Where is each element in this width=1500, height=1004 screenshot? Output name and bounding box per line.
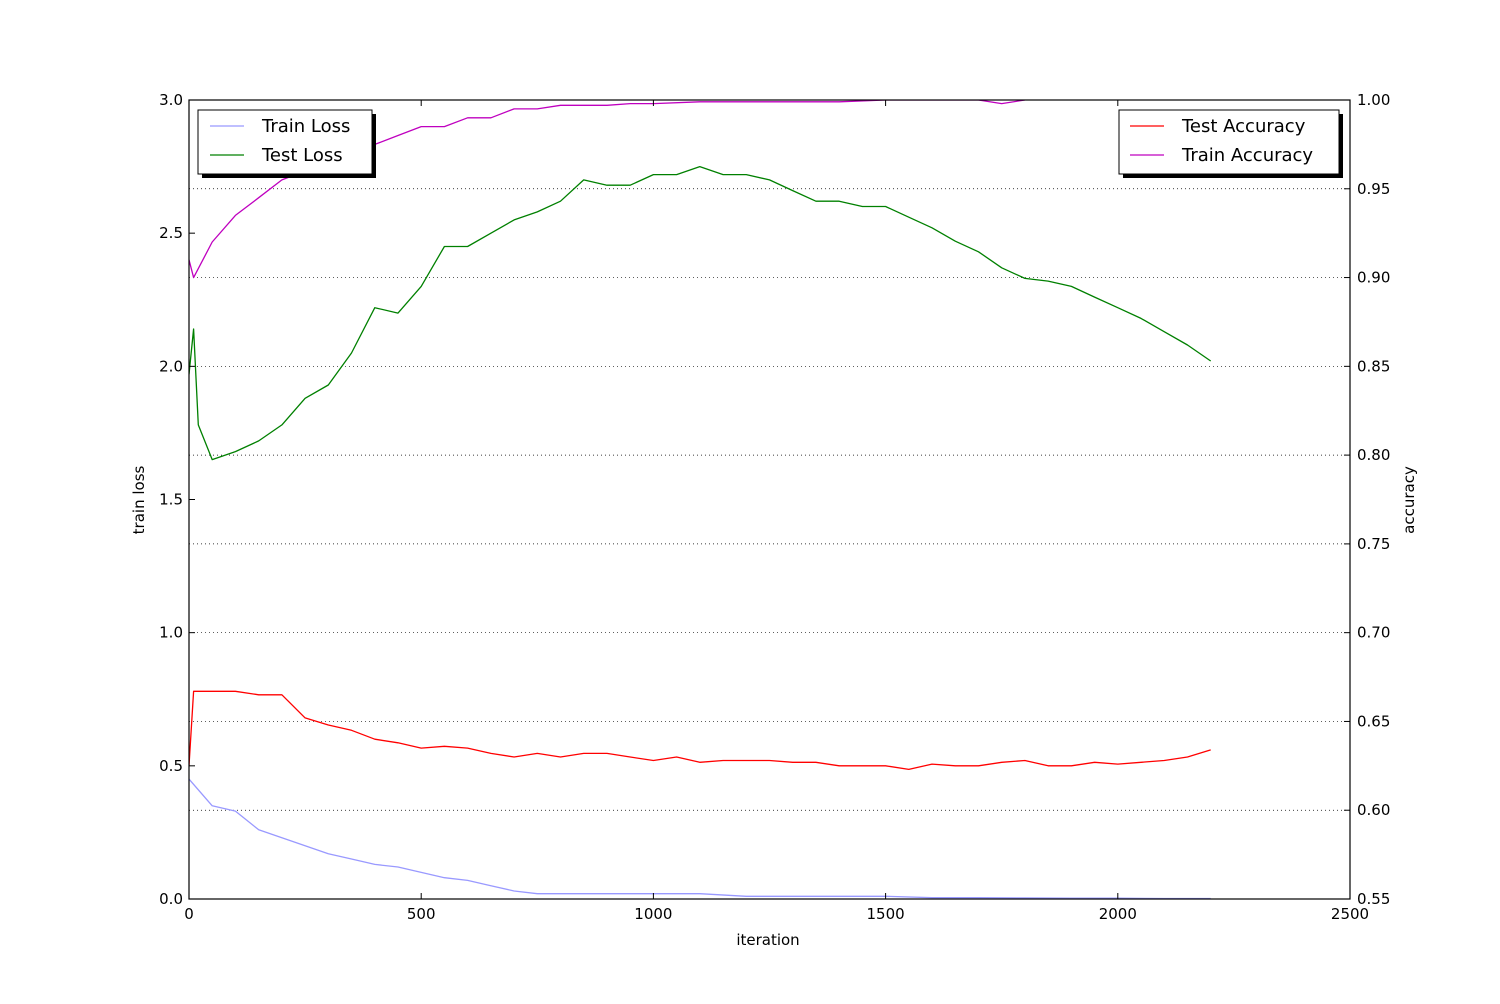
x-tick-label: 2000 [1099,905,1137,923]
x-tick-label: 1500 [867,905,905,923]
legend-train-accuracy-label: Train Accuracy [1181,145,1313,166]
y-left-tick-label: 0.5 [159,757,183,775]
y-right-tick-label: 0.65 [1357,712,1390,730]
legend-left: Train Loss Test Loss [197,109,376,178]
test-accuracy-line [189,690,1211,771]
test-loss-line [189,165,1212,461]
y-right-tick-label: 1.00 [1357,91,1390,109]
train-loss-line [189,778,1211,899]
y-right-tick-label: 0.75 [1357,535,1390,553]
y-right-tick-label: 0.60 [1357,801,1390,819]
legend-left-box [197,109,373,175]
x-tick-label: 500 [407,905,436,923]
y-left-tick-label: 1.0 [159,624,183,642]
y-left-tick-label: 1.5 [159,491,183,509]
y-right-tick-label: 0.90 [1357,269,1390,287]
y-right-tick-label: 0.55 [1357,890,1390,908]
y-right-tick-label: 0.95 [1357,180,1390,198]
x-tick-label: 0 [184,905,194,923]
legend-train-loss-label: Train Loss [261,116,350,137]
x-axis-label: iteration [736,931,799,949]
y-axis-left-label: train loss [130,465,148,534]
y-left-tick-label: 0.0 [159,890,183,908]
y-left-tick-label: 2.0 [159,357,183,375]
plot-frame [188,99,1351,900]
y-right-tick-label: 0.80 [1357,446,1390,464]
legend-test-accuracy-label: Test Accuracy [1181,116,1306,137]
x-tick-label: 2500 [1331,905,1369,923]
legend-right-box [1118,109,1340,175]
series-layer [189,100,1212,899]
legend-right: Test Accuracy Train Accuracy [1118,109,1343,178]
grid-lines [189,188,1350,811]
y-left-tick-label: 2.5 [159,224,183,242]
y-right-tick-label: 0.70 [1357,624,1390,642]
y-left-tick-label: 3.0 [159,91,183,109]
legend-test-loss-label: Test Loss [261,145,343,166]
y-right-tick-label: 0.85 [1357,357,1390,375]
y-axis-right-label: accuracy [1400,466,1418,534]
tick-layer: 0 500 1000 1500 2000 2500 0.0 0.5 1.0 1.5 2.0 2.5 3.… [159,91,1390,923]
x-tick-label: 1000 [634,905,672,923]
train-accuracy-line [189,100,1025,279]
